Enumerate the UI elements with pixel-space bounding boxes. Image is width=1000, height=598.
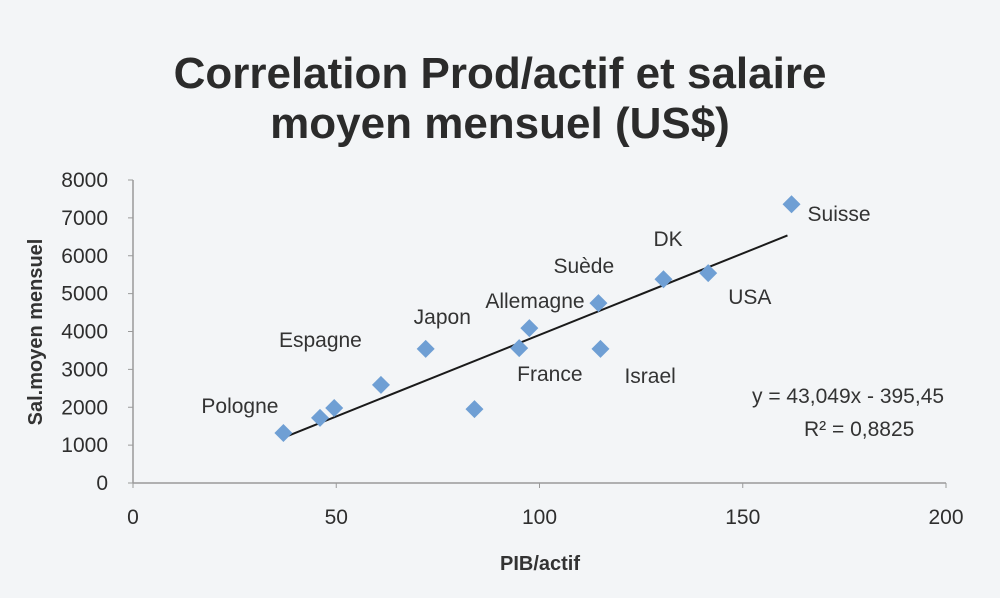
diamond-marker (310, 408, 329, 427)
diamond-marker (465, 400, 484, 419)
y-tick-label: 5000 (61, 283, 108, 306)
diamond-marker (274, 424, 293, 443)
point-label: Suède (553, 255, 614, 278)
point-label: Espagne (279, 329, 362, 352)
point-label: USA (728, 286, 771, 309)
y-tick-label: 4000 (61, 321, 108, 344)
chart-title-line-2: moyen mensuel (US$) (270, 99, 730, 148)
y-axis-title: Sal.moyen mensuel (25, 239, 47, 426)
point-label: Suisse (808, 203, 871, 226)
diamond-marker (589, 294, 608, 313)
point-label: France (517, 363, 582, 386)
x-tick-label: 200 (928, 506, 963, 529)
r-squared: R² = 0,8825 (804, 418, 914, 441)
trendline-equation: y = 43,049x - 395,45 (752, 385, 944, 408)
y-tick-label: 2000 (61, 396, 108, 419)
x-axis-title: PIB/actif (500, 553, 580, 575)
diamond-marker (510, 339, 529, 358)
diamond-marker (782, 195, 801, 214)
point-label: Pologne (201, 395, 278, 418)
diamond-marker (371, 375, 390, 394)
x-tick-label: 150 (725, 506, 760, 529)
y-tick-label: 6000 (61, 245, 108, 268)
data-points (274, 195, 801, 443)
diamond-marker (325, 399, 344, 418)
chart-title-line-1: Correlation Prod/actif et salaire (173, 49, 827, 98)
y-tick-label: 1000 (61, 434, 108, 457)
diamond-marker (416, 339, 435, 358)
axes: 0 50 100 150 2000100020003000400050006000700… (61, 169, 963, 529)
point-labels: Pologne Espagne Japon France Allemagne Suède I… (201, 203, 870, 418)
diamond-marker (591, 339, 610, 358)
y-tick-label: 8000 (61, 169, 108, 192)
diamond-marker (699, 264, 718, 283)
point-label: DK (653, 228, 682, 251)
point-label: Allemagne (485, 290, 584, 313)
diamond-marker (654, 270, 673, 289)
point-label: Japon (414, 306, 471, 329)
x-tick-label: 0 (127, 506, 139, 529)
y-tick-label: 0 (96, 472, 108, 495)
x-tick-label: 50 (325, 506, 348, 529)
point-label: Israel (624, 365, 675, 388)
y-tick-label: 3000 (61, 358, 108, 381)
x-tick-label: 100 (522, 506, 557, 529)
y-tick-label: 7000 (61, 207, 108, 230)
diamond-marker (520, 319, 539, 338)
